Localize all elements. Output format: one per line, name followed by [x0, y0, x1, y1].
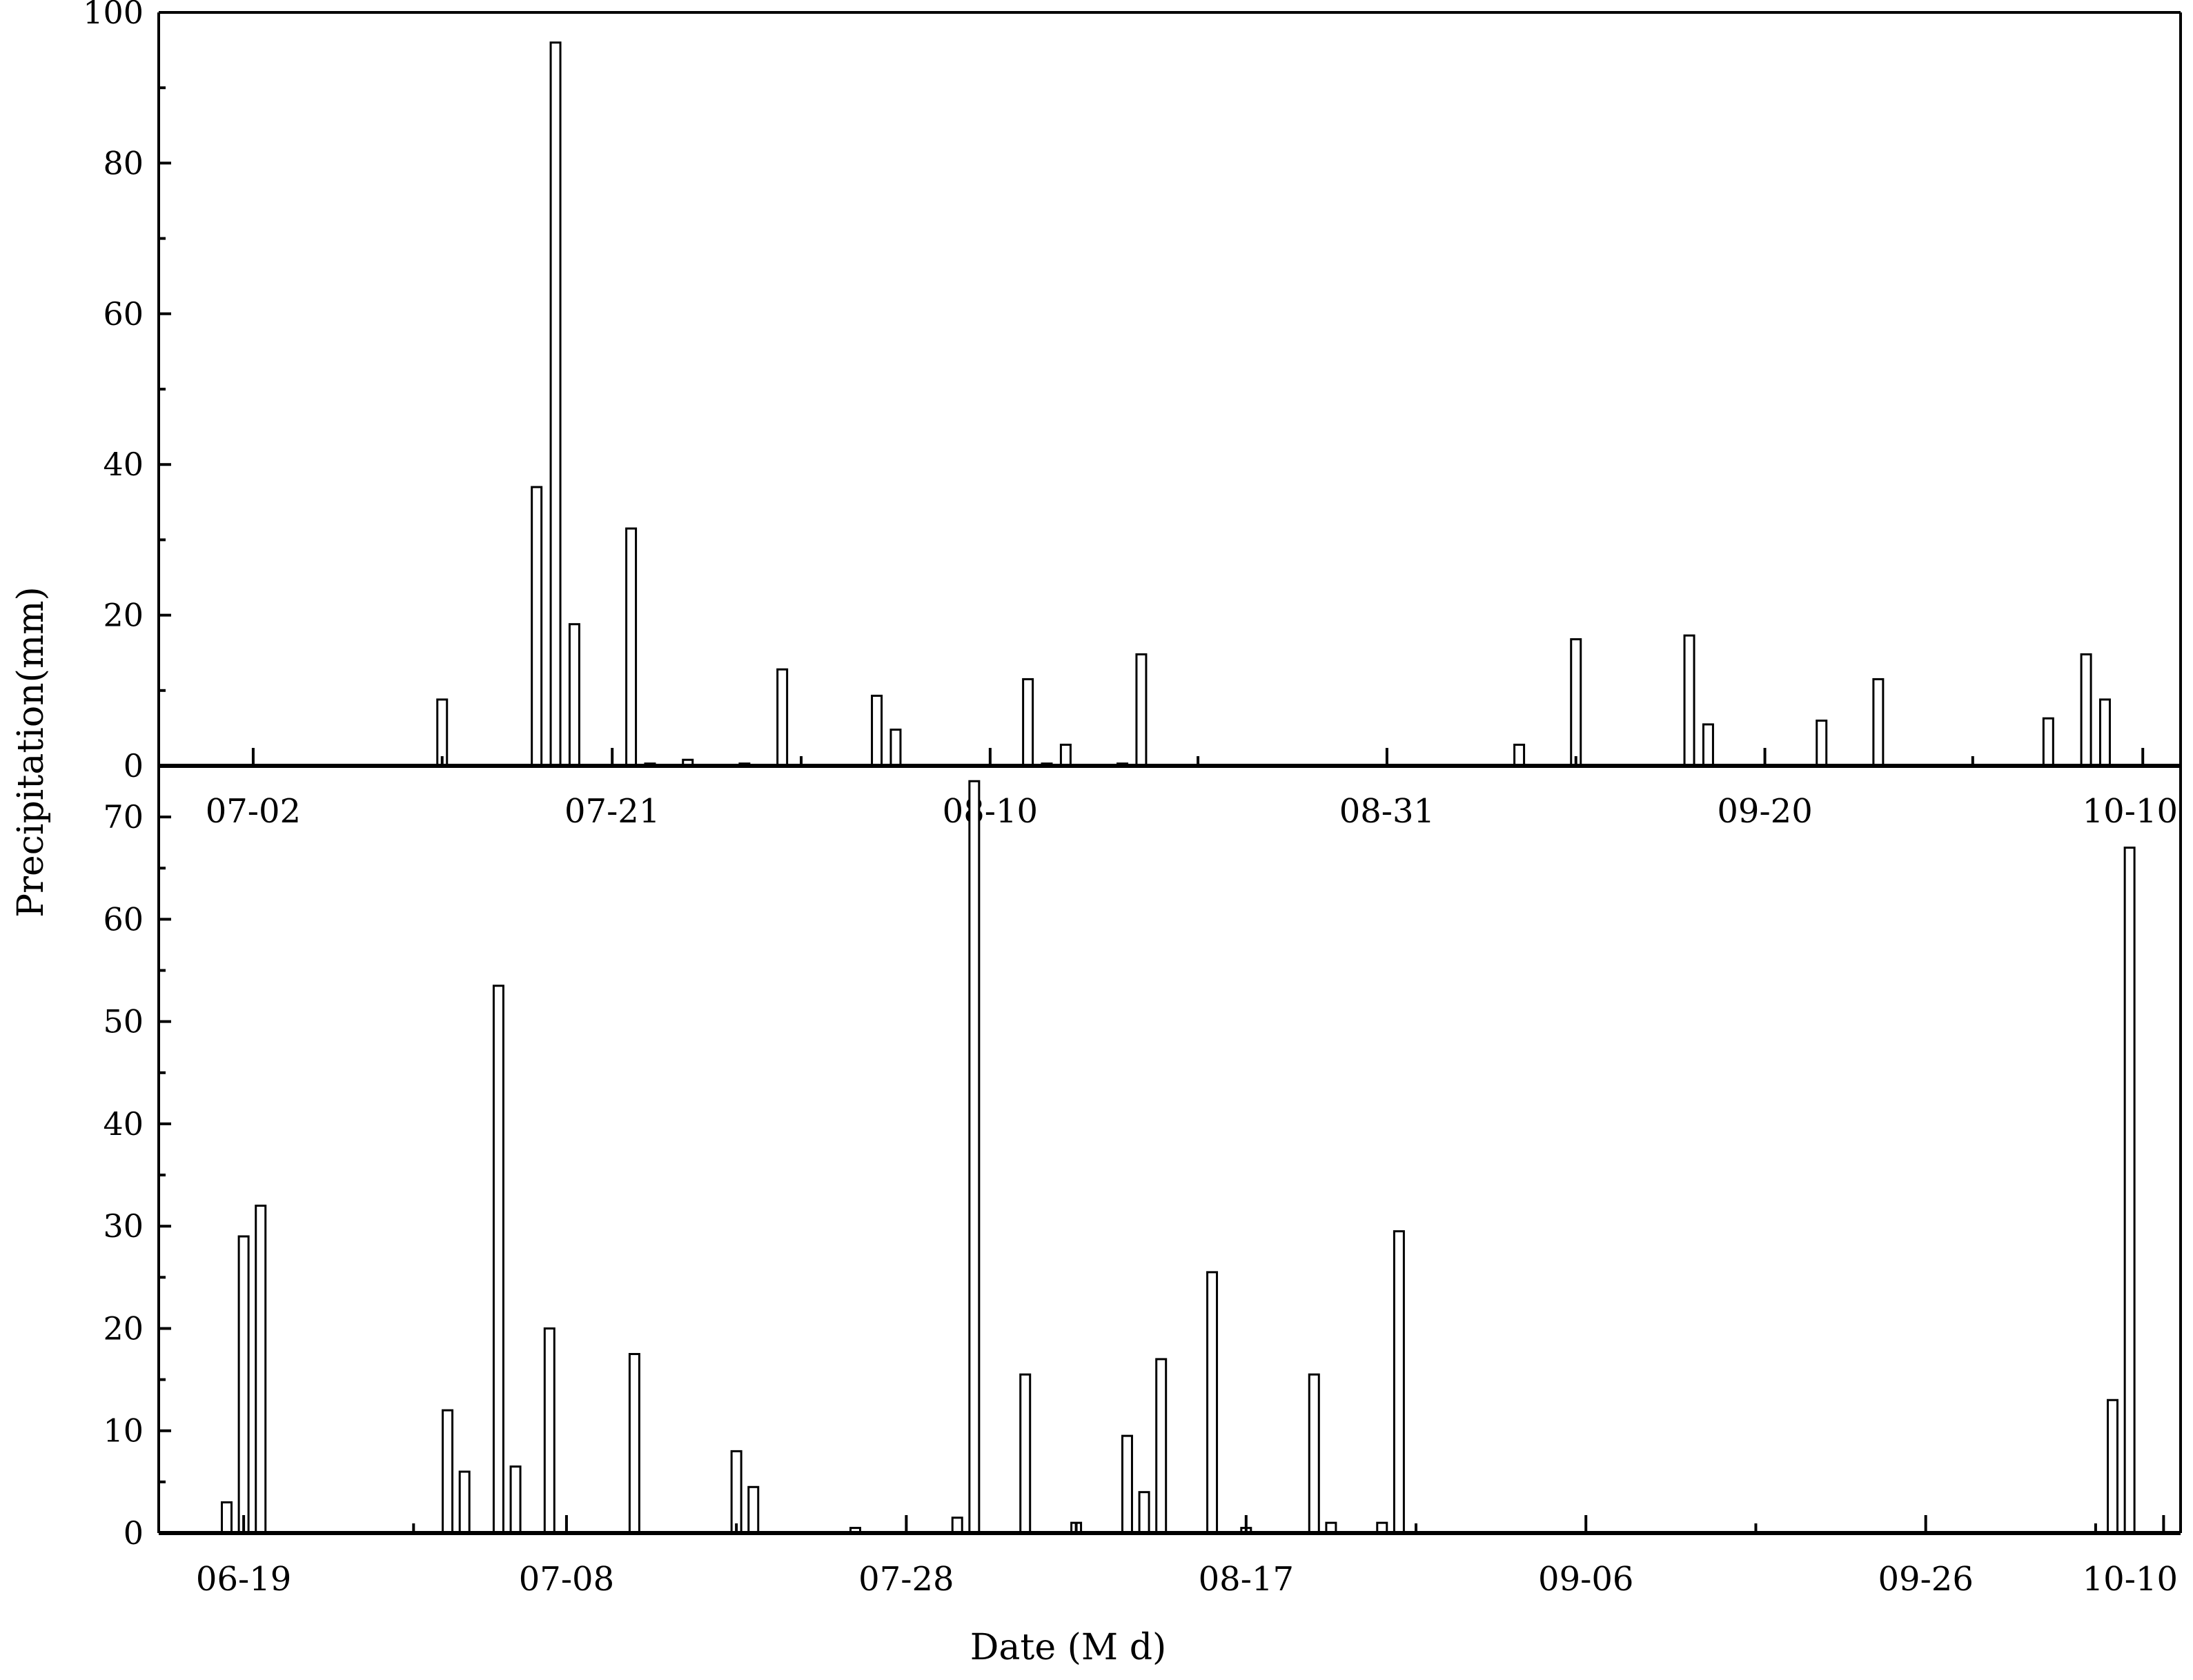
bar-top-07-22 — [625, 527, 638, 767]
bar-top-08-18 — [1135, 653, 1148, 767]
bar-top-08-14 — [1059, 743, 1072, 767]
bar-top-09-16 — [1683, 634, 1695, 767]
bar-top-07-18 — [549, 41, 562, 767]
x-tick-label: 09-06 — [1538, 1560, 1633, 1599]
x-tick-label: 07-08 — [519, 1560, 614, 1599]
top-panel: 0 20 40 60 80 100 07-02 07-21 08-10 08-31 09-20 10-… — [83, 0, 2182, 831]
bar-bottom-06-18 — [220, 1501, 233, 1534]
bar-bottom-08-15 — [1206, 1271, 1219, 1534]
bar-top-09-26 — [1872, 678, 1885, 767]
bar-bottom-07-02 — [458, 1470, 471, 1534]
bar-bottom-07-19 — [747, 1485, 760, 1534]
y-tick-label: 100 — [83, 0, 144, 31]
bar-bottom-07-12 — [628, 1353, 640, 1534]
bar-bottom-08-10 — [1121, 1434, 1133, 1534]
bar-bottom-07-04 — [492, 985, 504, 1534]
bar-bottom-08-04 — [1019, 1373, 1032, 1534]
x-tick-label: 08-31 — [1339, 792, 1435, 831]
y-tick-label: 20 — [103, 1310, 144, 1347]
x-tick-label: 07-02 — [206, 792, 301, 831]
bar-bottom-07-01 — [442, 1409, 454, 1534]
x-tick-label: 07-28 — [858, 1560, 954, 1599]
bar-top-07-12 — [436, 698, 449, 767]
x-tick-label: 07-21 — [564, 792, 660, 831]
bar-top-07-30 — [776, 668, 789, 767]
bar-top-08-05 — [889, 729, 902, 767]
y-tick-label: 50 — [103, 1003, 144, 1040]
y-tick-label: 40 — [103, 1105, 144, 1143]
bar-top-09-10 — [1570, 638, 1582, 767]
bar-bottom-10-07 — [2107, 1399, 2119, 1534]
bar-bottom-07-07 — [543, 1327, 555, 1534]
bar-top-08-04 — [871, 694, 883, 767]
y-tick-label: 80 — [103, 144, 144, 181]
x-axis-title: Date (M d) — [970, 1627, 1167, 1668]
x-tick-label: 08-10 — [943, 792, 1038, 831]
x-tick-label: 10-10 — [2083, 792, 2178, 831]
y-tick-label: 0 — [124, 1514, 144, 1552]
y-tick-label: 60 — [103, 295, 144, 333]
bar-bottom-08-01 — [968, 780, 981, 1534]
x-tick-label: 10-10 — [2083, 1560, 2178, 1599]
bar-top-07-17 — [531, 486, 543, 767]
bar-top-08-12 — [1022, 678, 1034, 767]
y-tick-label: 40 — [103, 446, 144, 483]
y-tick-label: 60 — [103, 900, 144, 938]
bar-bottom-06-19 — [237, 1235, 250, 1534]
y-tick-label: 30 — [103, 1207, 144, 1245]
bar-bottom-06-20 — [255, 1205, 267, 1534]
bar-bottom-08-12 — [1155, 1358, 1168, 1534]
y-tick-label: 20 — [103, 597, 144, 634]
bar-bottom-07-05 — [509, 1465, 522, 1534]
bar-bottom-10-08 — [2123, 847, 2136, 1534]
x-tick-label: 08-17 — [1199, 1560, 1294, 1599]
bar-top-09-17 — [1702, 723, 1714, 767]
y-tick-label: 70 — [103, 798, 144, 836]
bar-top-10-08 — [2098, 698, 2111, 767]
y-tick-label: 10 — [103, 1412, 144, 1450]
x-tick-label: 09-26 — [1878, 1560, 1973, 1599]
bar-top-10-07 — [2080, 653, 2092, 767]
bar-bottom-07-18 — [730, 1450, 743, 1534]
bar-top-07-19 — [568, 623, 580, 767]
bar-top-09-07 — [1513, 743, 1526, 767]
bar-top-09-23 — [1816, 719, 1828, 767]
x-tick-label: 09-20 — [1717, 792, 1812, 831]
y-axis-title: Precipitation(mm) — [10, 586, 52, 918]
y-tick-label: 0 — [124, 747, 144, 784]
bar-top-10-05 — [2042, 717, 2054, 767]
bottom-panel: 0 10 20 30 40 50 60 70 06-19 07-08 07-28 08-17 09-06… — [103, 764, 2182, 1599]
bar-bottom-08-21 — [1308, 1373, 1320, 1534]
bar-bottom-08-26 — [1393, 1230, 1405, 1534]
x-tick-label: 06-19 — [196, 1560, 291, 1599]
bar-bottom-07-31 — [951, 1516, 963, 1534]
bar-bottom-08-11 — [1138, 1491, 1150, 1534]
